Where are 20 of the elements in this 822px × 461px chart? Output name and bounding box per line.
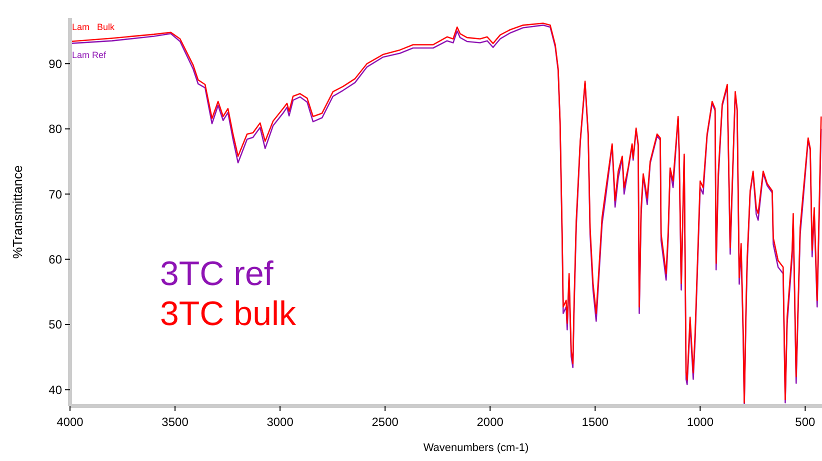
- x-tick-label: 4000: [56, 415, 84, 429]
- annotation: Lam Ref: [72, 50, 107, 60]
- y-tick-label: 70: [48, 187, 62, 202]
- text: 3TC bulk: [160, 295, 298, 333]
- text: 3TC ref: [160, 255, 274, 293]
- y-tick-label: 40: [48, 382, 62, 397]
- x-tick-label: 3000: [266, 415, 294, 429]
- y-tick-label: 60: [48, 252, 62, 266]
- x-axis-title: Wavenumbers (cm-1): [423, 442, 529, 454]
- y-tick-label: 80: [48, 122, 62, 136]
- x-tick-label: 1500: [582, 415, 609, 429]
- y-axis-title: %Transmittance: [10, 165, 25, 259]
- x-tick-label: 3500: [162, 415, 189, 429]
- x-tick-label: 500: [795, 415, 816, 429]
- x-tick-label: 2500: [372, 415, 399, 429]
- y-tick-label: 90: [48, 56, 62, 71]
- y-tick-label: 50: [48, 318, 62, 332]
- annotation: Lam Bulk: [72, 22, 116, 32]
- x-tick-label: 2000: [476, 415, 504, 429]
- x-tick-label: 1000: [686, 415, 714, 429]
